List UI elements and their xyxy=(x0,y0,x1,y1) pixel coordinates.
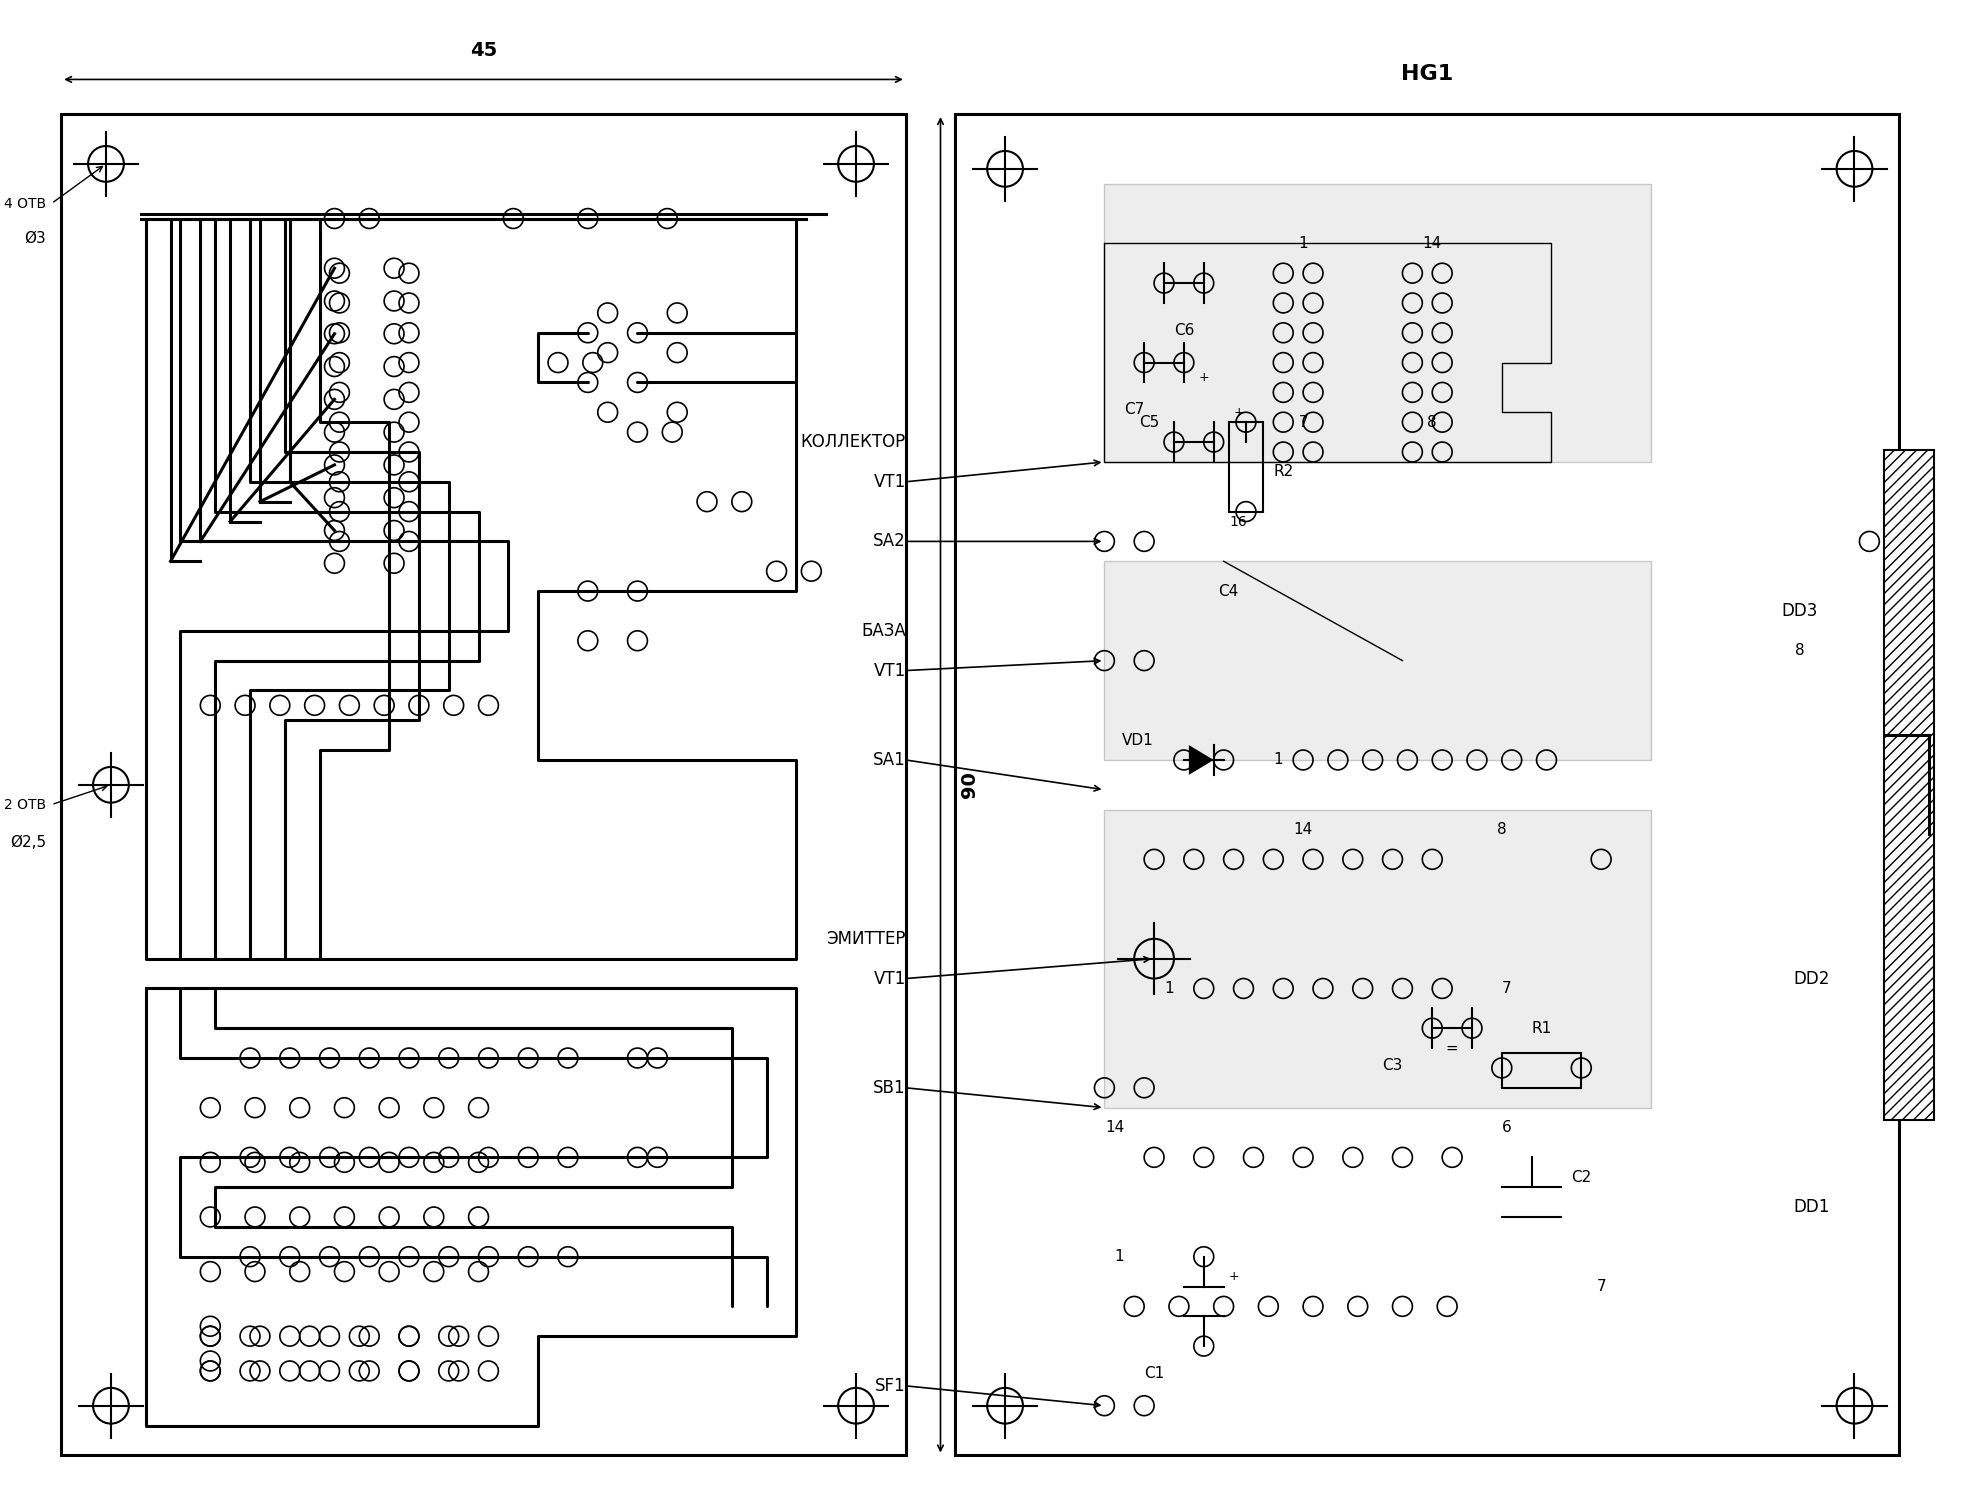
Text: С5: С5 xyxy=(1139,415,1159,430)
Text: 1: 1 xyxy=(1272,752,1282,767)
Text: 8: 8 xyxy=(1497,821,1507,837)
Text: DD1: DD1 xyxy=(1793,1197,1829,1216)
Polygon shape xyxy=(1189,744,1215,775)
Text: DD2: DD2 xyxy=(1793,969,1829,988)
Text: +: + xyxy=(1229,1270,1239,1283)
Text: SA2: SA2 xyxy=(873,533,907,551)
Text: ЭМИТТЕР: ЭМИТТЕР xyxy=(827,930,907,948)
Text: 7: 7 xyxy=(1298,415,1308,430)
Text: R2: R2 xyxy=(1272,465,1294,479)
Text: 2 ОТВ: 2 ОТВ xyxy=(4,797,46,812)
Text: С6: С6 xyxy=(1173,323,1195,338)
Text: 8: 8 xyxy=(1427,415,1437,430)
Text: С2: С2 xyxy=(1571,1170,1592,1185)
Text: 14: 14 xyxy=(1294,821,1312,837)
Text: SB1: SB1 xyxy=(873,1078,907,1096)
Text: 14: 14 xyxy=(1105,1120,1125,1136)
Text: С1: С1 xyxy=(1143,1367,1165,1382)
Text: 1: 1 xyxy=(1115,1249,1125,1264)
Text: 16: 16 xyxy=(1231,515,1246,528)
Text: Ø2,5: Ø2,5 xyxy=(10,835,46,850)
Bar xyxy=(1105,562,1650,760)
Text: R1: R1 xyxy=(1531,1021,1553,1036)
Text: SA1: SA1 xyxy=(873,750,907,769)
Bar xyxy=(1885,450,1934,1120)
Text: КОЛЛЕКТОР: КОЛЛЕКТОР xyxy=(801,433,907,451)
Text: С7: С7 xyxy=(1123,402,1145,417)
Text: 4 ОТВ: 4 ОТВ xyxy=(4,196,46,210)
Text: DD3: DD3 xyxy=(1781,602,1819,621)
Text: VT1: VT1 xyxy=(873,473,907,491)
Text: 7: 7 xyxy=(1596,1279,1606,1294)
Bar xyxy=(1229,423,1262,512)
Text: 90: 90 xyxy=(960,772,980,799)
Text: VD1: VD1 xyxy=(1123,732,1155,747)
Text: VT1: VT1 xyxy=(873,661,907,680)
Text: БАЗА: БАЗА xyxy=(861,622,907,640)
Text: 45: 45 xyxy=(469,41,497,59)
Text: 8: 8 xyxy=(1795,643,1805,658)
Text: С4: С4 xyxy=(1219,583,1239,598)
Text: 7: 7 xyxy=(1501,982,1511,997)
Text: НG1: НG1 xyxy=(1402,65,1453,85)
Bar xyxy=(62,115,907,1456)
Text: +: + xyxy=(1199,371,1209,384)
Text: +: + xyxy=(1233,406,1244,418)
Bar xyxy=(1501,1052,1580,1087)
Text: 14: 14 xyxy=(1423,236,1441,251)
Text: 1: 1 xyxy=(1298,236,1308,251)
Bar xyxy=(1105,184,1650,462)
Text: Ø3: Ø3 xyxy=(24,231,46,246)
Text: =: = xyxy=(1445,1040,1459,1055)
Text: SF1: SF1 xyxy=(875,1377,907,1395)
Text: VT1: VT1 xyxy=(873,969,907,988)
Bar xyxy=(956,115,1899,1456)
Text: 6: 6 xyxy=(1501,1120,1511,1136)
Bar xyxy=(1105,809,1650,1108)
Text: С3: С3 xyxy=(1382,1059,1402,1074)
Text: 1: 1 xyxy=(1165,982,1175,997)
